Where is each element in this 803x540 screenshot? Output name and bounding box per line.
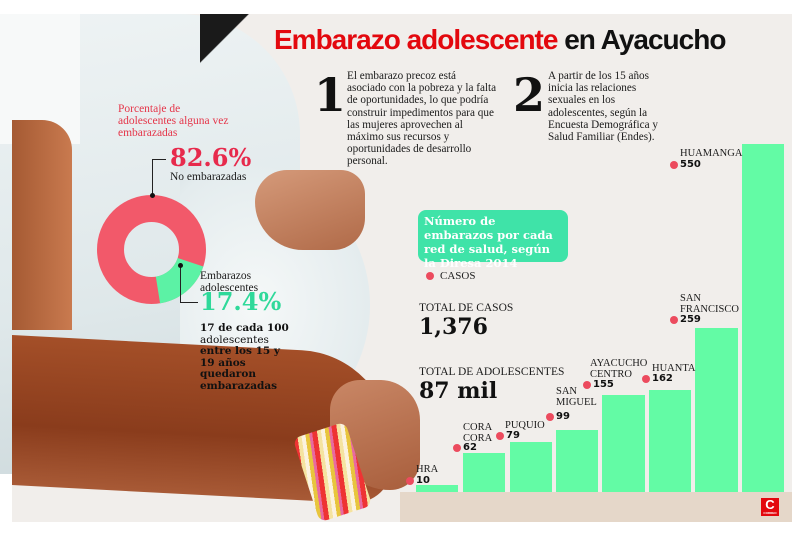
marker-icon bbox=[583, 381, 591, 389]
embarazadas-pct: 17.4% bbox=[200, 287, 282, 316]
photo-upper-hand bbox=[255, 170, 365, 250]
bar-san-francisco bbox=[695, 328, 738, 492]
bar-value-san-francisco: 259 bbox=[670, 315, 701, 325]
embarazadas-label: Embarazos adolescentes bbox=[200, 270, 259, 294]
correo-logo: C CORREO bbox=[761, 498, 779, 516]
marker-icon bbox=[670, 316, 678, 324]
total-casos-value: 1,376 bbox=[419, 314, 488, 340]
marker-icon bbox=[453, 444, 461, 452]
note-2-text: A partir de los 15 años inicia las relac… bbox=[548, 70, 658, 144]
leader-line-red-h bbox=[152, 159, 166, 160]
bar-label-san-miguel: SAN MIGUEL bbox=[556, 386, 597, 408]
donut-chart bbox=[97, 195, 206, 304]
bar-label-puquio: PUQUIO bbox=[505, 420, 545, 431]
note-1-number: 1 bbox=[314, 68, 347, 122]
photo-left-arm bbox=[12, 120, 72, 330]
logo-letter: C bbox=[765, 497, 775, 512]
marker-icon bbox=[496, 432, 504, 440]
logo-text: CORREO bbox=[763, 511, 777, 515]
total-casos-label: TOTAL DE CASOS bbox=[419, 302, 514, 314]
bar-huanta bbox=[649, 390, 691, 492]
donut-title: Porcentaje de adolescentes alguna vez em… bbox=[118, 103, 229, 139]
legend-label: CASOS bbox=[440, 270, 476, 282]
leader-line-green-h bbox=[180, 302, 198, 303]
fact-bold-1: 17 de cada 100 bbox=[200, 322, 289, 334]
bar-label-ayacucho-centro: AYACUCHO CENTRO bbox=[590, 358, 648, 380]
chart-floor bbox=[400, 492, 792, 522]
title-red: Embarazo adolescente bbox=[274, 24, 558, 55]
bar-label-hra: HRA bbox=[416, 464, 439, 475]
bar-value-huanta: 162 bbox=[642, 374, 673, 384]
bar-hra bbox=[416, 485, 458, 492]
bar-value-ayacucho-centro: 155 bbox=[583, 380, 614, 390]
bar-label-huamanga: HUAMANGA bbox=[680, 148, 743, 159]
bar-value-huamanga: 550 bbox=[670, 160, 701, 170]
photo-hair bbox=[200, 14, 290, 84]
marker-icon bbox=[546, 413, 554, 421]
note-2-number: 2 bbox=[513, 68, 546, 122]
donut-slice-no-embarazadas bbox=[97, 195, 206, 304]
no-embarazadas-label: No embarazadas bbox=[170, 171, 247, 183]
bar-huamanga bbox=[742, 144, 784, 492]
legend-marker-icon bbox=[426, 272, 434, 280]
bar-san-miguel bbox=[556, 430, 598, 492]
total-adolescentes-value: 87 mil bbox=[419, 378, 498, 404]
page-title: Embarazo adolescente en Ayacucho bbox=[274, 24, 726, 56]
leader-dot-red bbox=[150, 193, 155, 198]
bar-label-huanta: HUANTA bbox=[652, 363, 696, 374]
bar-value-cora-cora: 62 bbox=[453, 443, 477, 453]
leader-line-red bbox=[152, 159, 153, 195]
fact-regular: adolescentes bbox=[200, 333, 269, 346]
bar-value-hra: 10 bbox=[406, 476, 430, 486]
bar-cora-cora bbox=[463, 453, 505, 492]
marker-icon bbox=[406, 477, 414, 485]
bar-label-san-francisco: SAN FRANCISCO bbox=[680, 293, 739, 315]
leader-line-green bbox=[180, 265, 181, 302]
marker-icon bbox=[670, 161, 678, 169]
title-black: en Ayacucho bbox=[564, 24, 726, 55]
fact-text: 17 de cada 100 adolescentes entre los 15… bbox=[200, 322, 320, 392]
leader-dot-green bbox=[178, 263, 183, 268]
chart-legend: CASOS bbox=[426, 270, 475, 282]
fact-bold-2: entre los 15 y 19 años quedaron embaraza… bbox=[200, 345, 280, 392]
chart-title-box: Número de embarazos por cada red de salu… bbox=[418, 210, 568, 270]
bar-ayacucho-centro bbox=[602, 395, 645, 492]
note-1-text: El embarazo precoz está asociado con la … bbox=[347, 70, 497, 168]
bar-value-san-miguel: 99 bbox=[546, 412, 570, 422]
bar-puquio bbox=[510, 442, 552, 492]
bar-value-puquio: 79 bbox=[496, 431, 520, 441]
total-adolescentes-label: TOTAL DE ADOLESCENTES bbox=[419, 366, 565, 378]
bar-label-cora-cora: CORA CORA bbox=[463, 422, 493, 444]
no-embarazadas-pct: 82.6% bbox=[170, 143, 252, 172]
marker-icon bbox=[642, 375, 650, 383]
